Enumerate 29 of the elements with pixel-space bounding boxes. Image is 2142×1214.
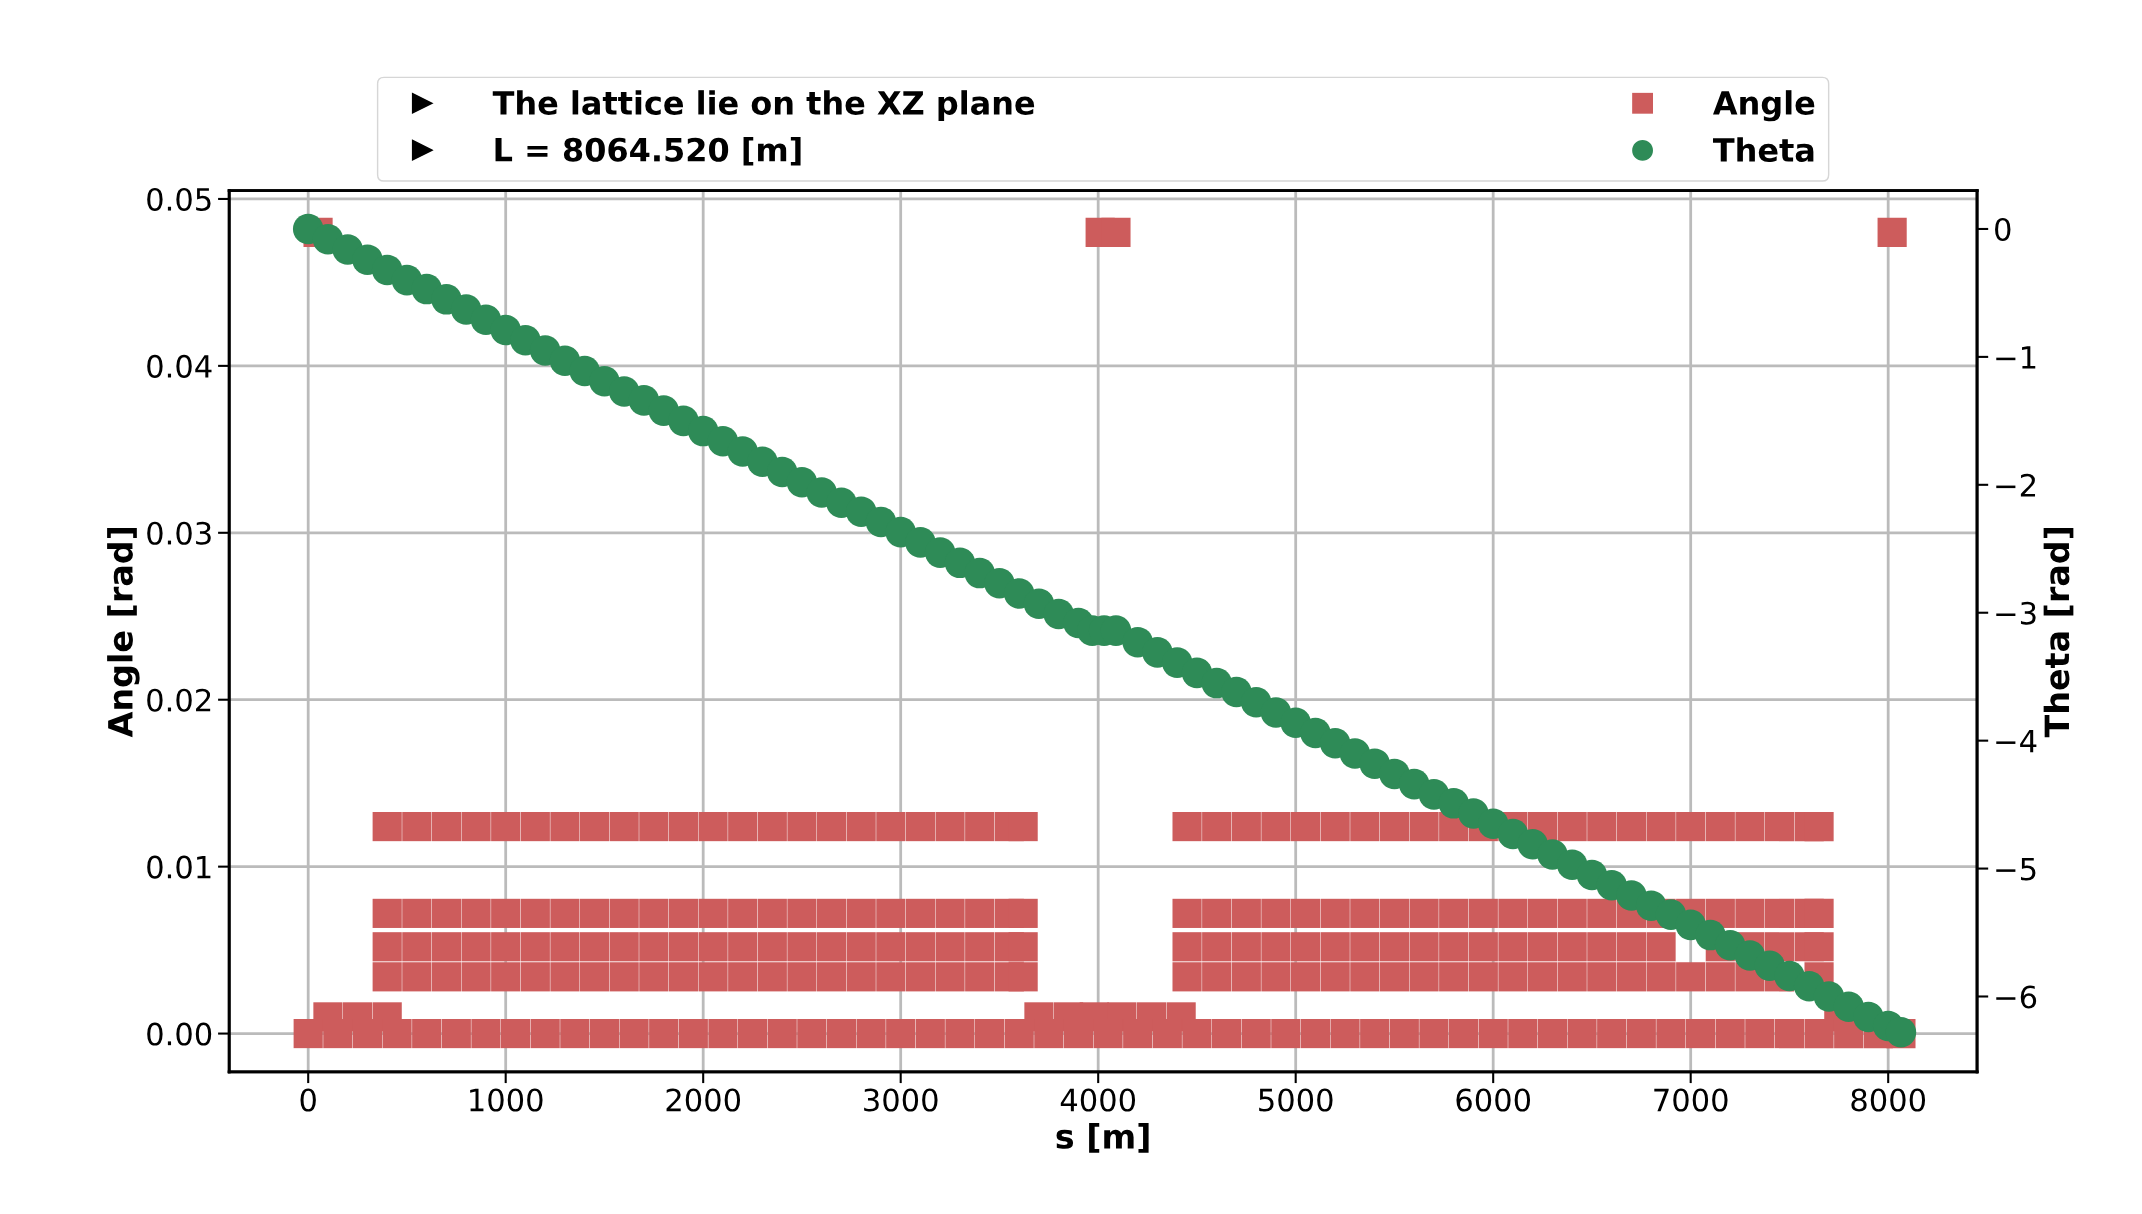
y-tick-label: 0.05 [147,187,211,211]
text: L = 8064.520 [m] [495,137,801,166]
y-tick-label: 0.00 [147,1022,212,1046]
y2-axis-title: Theta [rad] [2043,527,2074,738]
y2-tick-label: −6 [1996,985,2037,1009]
y2-tick-label: −4 [1996,729,2037,753]
y-tick-label: 0.03 [147,521,211,545]
x-tick-label: 3000 [864,1088,938,1112]
y-tick-label: 0.02 [147,688,211,712]
y-tick-label: 0.01 [147,855,211,879]
x-tick-label: 5000 [1259,1088,1333,1112]
y2-tick-label: 0 [1995,217,2011,242]
x-tick-label: 0 [300,1088,316,1112]
x-tick-label: 7000 [1654,1088,1728,1112]
x-tick-label: 2000 [666,1088,741,1112]
y-axis-title: Angle [rad] [107,528,140,738]
y2-tick-label: −3 [1996,601,2036,625]
y-tick-label: 0.04 [147,354,212,378]
x-tick-label: 4000 [1060,1088,1136,1112]
text: The lattice lie on the XZ plane [492,90,1035,122]
y2-tick-label: −2 [1996,473,2036,497]
x-tick-label: 8000 [1851,1088,1926,1112]
y2-tick-label: −1 [1996,346,2036,369]
x-tick-label: 1000 [470,1088,543,1112]
x-axis-title: s [m] [1056,1123,1149,1153]
x-tick-label: 6000 [1456,1088,1531,1112]
legend-label: Theta [1713,137,1814,163]
y2-tick-label: −5 [1996,857,2036,881]
legend-label: Angle [1713,90,1815,122]
